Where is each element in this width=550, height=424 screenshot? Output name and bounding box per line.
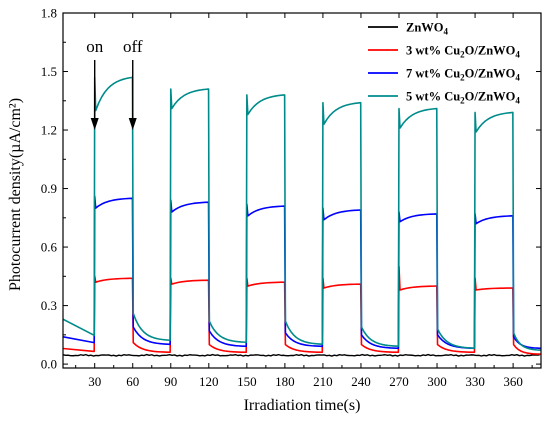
x-tick-label: 60 <box>126 374 139 389</box>
x-tick-label: 360 <box>503 374 523 389</box>
y-tick-label: 1.2 <box>41 123 57 138</box>
x-tick-label: 90 <box>164 374 177 389</box>
legend-label-2: 3 wt% Cu2O/ZnWO4 <box>406 44 520 60</box>
y-tick-label: 1.8 <box>41 6 57 21</box>
annotation-on: on <box>86 37 104 56</box>
series-line-2 <box>63 265 541 355</box>
series-line-1 <box>63 353 540 357</box>
x-tick-label: 210 <box>313 374 333 389</box>
y-tick-label: 0.3 <box>41 298 57 313</box>
x-tick-label: 120 <box>199 374 219 389</box>
x-tick-label: 30 <box>88 374 101 389</box>
x-tick-label: 300 <box>427 374 447 389</box>
x-axis-ticks: 30 60 90 120 150 180 210 240 270 300 330 360 <box>75 13 533 389</box>
x-tick-label: 180 <box>275 374 295 389</box>
plot-frame <box>62 12 542 369</box>
y-tick-label: 1.5 <box>41 64 57 79</box>
series-line-4 <box>63 76 541 351</box>
y-axis-title: Photocurrent density(µA/cm²) <box>7 98 24 291</box>
x-tick-label: 330 <box>465 374 485 389</box>
x-tick-label: 270 <box>389 374 409 389</box>
annotation-arrow-head <box>90 118 99 130</box>
y-tick-label: 0.0 <box>41 357 57 372</box>
legend-label-1: ZnWO4 <box>406 21 449 37</box>
y-tick-label: 0.6 <box>41 240 58 255</box>
x-tick-label: 150 <box>237 374 257 389</box>
annotation-off: off <box>123 37 143 56</box>
on-off-annotations: on off <box>86 37 143 130</box>
series-group <box>63 76 541 357</box>
annotation-arrow-head <box>128 118 137 130</box>
series-line-3 <box>63 195 541 350</box>
legend-label-3: 7 wt% Cu2O/ZnWO4 <box>406 67 520 83</box>
x-tick-label: 240 <box>351 374 371 389</box>
legend: ZnWO4 3 wt% Cu2O/ZnWO4 7 wt% Cu2O/ZnWO4 5 w… <box>368 21 520 106</box>
y-tick-label: 0.9 <box>41 181 57 196</box>
y-axis-ticks: 0.0 0.3 0.6 0.9 1.2 1.5 1.8 <box>41 6 541 372</box>
legend-label-4: 5 wt% Cu2O/ZnWO4 <box>406 90 520 106</box>
x-axis-title: Irradiation time(s) <box>244 397 361 414</box>
